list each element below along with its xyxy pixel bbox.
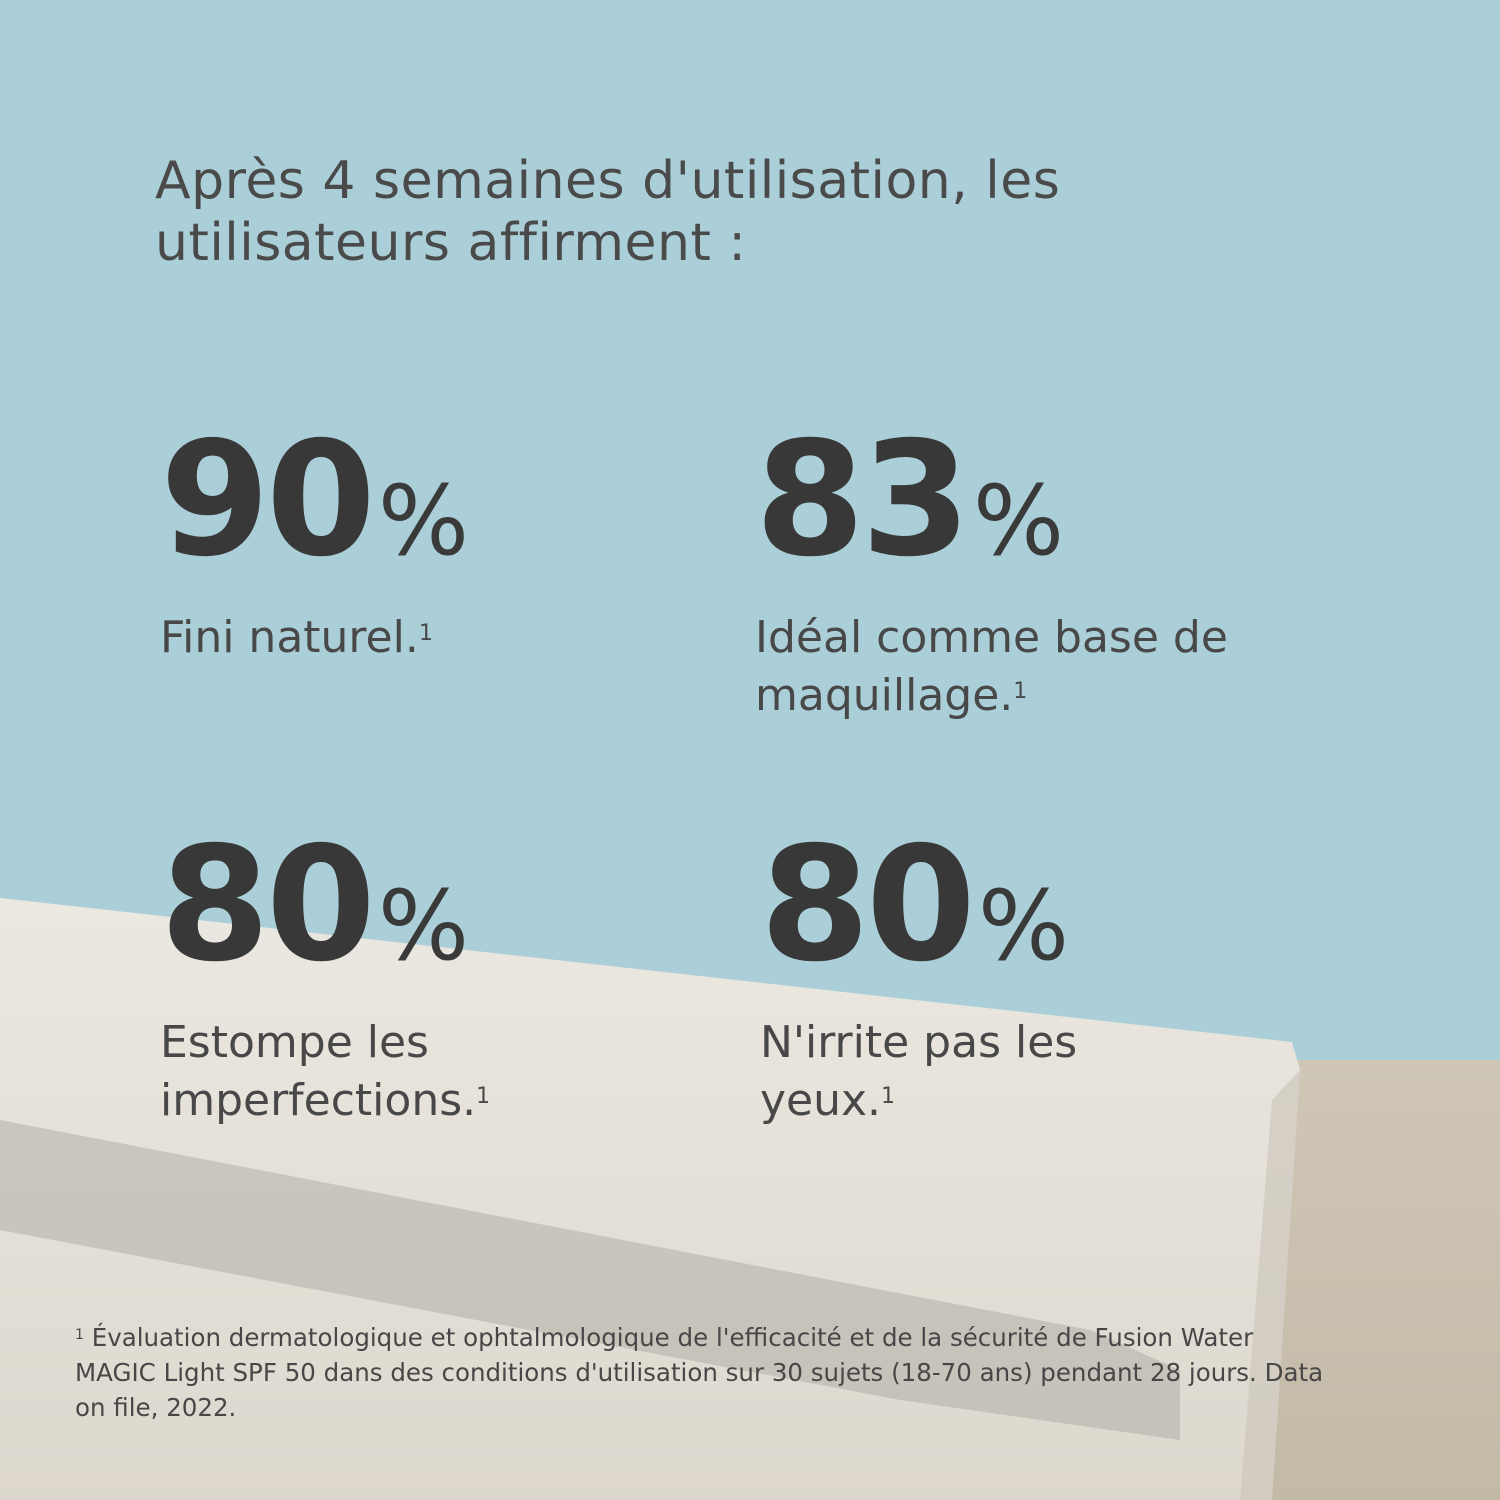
stat-value: 83 bbox=[755, 408, 971, 592]
stat-value: 80 bbox=[760, 813, 976, 997]
footnote: 1 Évaluation dermatologique et ophtalmol… bbox=[75, 1320, 1335, 1425]
stat-text: Fini naturel. bbox=[160, 612, 419, 663]
stat-value: 90 bbox=[160, 408, 376, 592]
footnote-ref: 1 bbox=[418, 621, 433, 646]
stat-unit: % bbox=[972, 465, 1065, 577]
footnote-ref: 1 bbox=[476, 1084, 491, 1109]
stat-no-eye-irritation: 80% N'irrite pas les yeux.1 bbox=[760, 825, 1160, 1130]
stat-text: Idéal comme base de maquillage. bbox=[755, 612, 1228, 721]
stat-text: N'irrite pas les yeux. bbox=[760, 1017, 1078, 1126]
shadow-band bbox=[0, 1120, 1180, 1440]
footnote-marker: 1 bbox=[75, 1327, 84, 1343]
footnote-ref: 1 bbox=[881, 1084, 896, 1109]
stat-natural-finish: 90% Fini naturel.1 bbox=[160, 420, 469, 667]
stone-block bbox=[0, 898, 1300, 1500]
stat-unit: % bbox=[977, 870, 1070, 982]
footnote-text: Évaluation dermatologique et ophtalmolog… bbox=[75, 1323, 1324, 1422]
stat-unit: % bbox=[377, 870, 470, 982]
headline: Après 4 semaines d'utilisation, les util… bbox=[155, 151, 1061, 273]
stat-makeup-base: 83% Idéal comme base de maquillage.1 bbox=[755, 420, 1315, 725]
block-side-shadow bbox=[1240, 1070, 1300, 1500]
stat-blurs-imperfections: 80% Estompe les imperfections.1 bbox=[160, 825, 580, 1130]
stat-value: 80 bbox=[160, 813, 376, 997]
footnote-ref: 1 bbox=[1013, 679, 1028, 704]
stat-text: Estompe les imperfections. bbox=[160, 1017, 477, 1126]
stat-unit: % bbox=[377, 465, 470, 577]
